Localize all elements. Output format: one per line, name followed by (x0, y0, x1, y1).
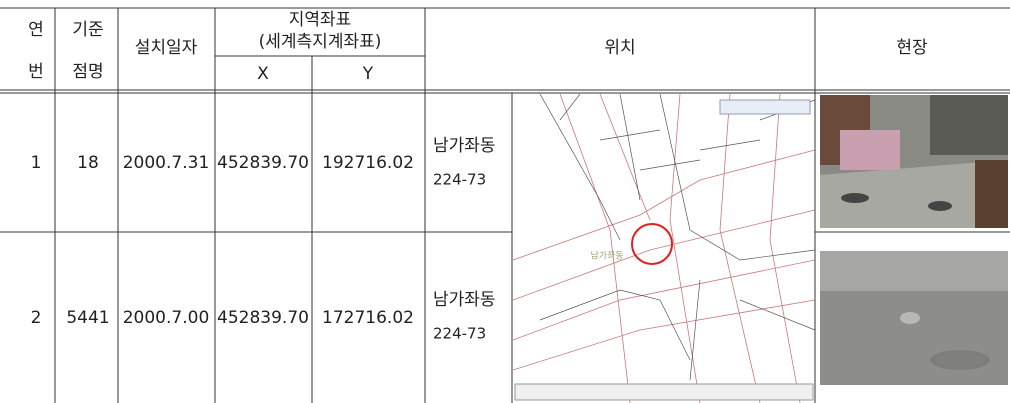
table-borders (0, 7, 1010, 403)
table-cell: 5441 (66, 308, 109, 328)
header-cell: X (257, 64, 269, 84)
site-photo (820, 251, 1008, 385)
site-photo (820, 95, 1008, 228)
header-cell: 위치 (604, 38, 635, 58)
header-cell: 설치일자 (135, 38, 198, 58)
table-cell: 452839.70 (217, 153, 309, 173)
header-cell: 연 (28, 20, 44, 40)
table-cell: 224-73 (433, 325, 486, 343)
table-cell: 2 (31, 308, 42, 328)
table-cell: 2000.7.00 (123, 308, 210, 328)
table-row: 1 18 2000.7.31 452839.70 192716.02 남가좌동 … (31, 136, 496, 189)
location-map: 남가좌동 (513, 94, 815, 403)
table-cell: 남가좌동 (433, 136, 496, 156)
header-cell: 현장 (896, 38, 928, 58)
table-cell: 452839.70 (217, 308, 309, 328)
header-cell: 기준 (72, 20, 103, 40)
header-cell: Y (362, 64, 374, 84)
table-row: 2 5441 2000.7.00 452839.70 172716.02 남가좌… (31, 290, 496, 343)
table-cell: 1 (31, 153, 42, 173)
map-label: 남가좌동 (590, 251, 623, 262)
header-cell: (세계측지계좌표) (259, 32, 382, 52)
table-cell: 남가좌동 (433, 290, 496, 310)
table-cell: 18 (77, 153, 99, 173)
header-cell: 점명 (72, 62, 103, 82)
header-cell: 지역좌표 (289, 10, 352, 30)
table-cell: 2000.7.31 (123, 153, 210, 173)
header-cell: 번 (28, 62, 44, 82)
table-cell: 192716.02 (322, 153, 414, 173)
table-cell: 172716.02 (322, 308, 414, 328)
table-cell: 224-73 (433, 171, 486, 189)
